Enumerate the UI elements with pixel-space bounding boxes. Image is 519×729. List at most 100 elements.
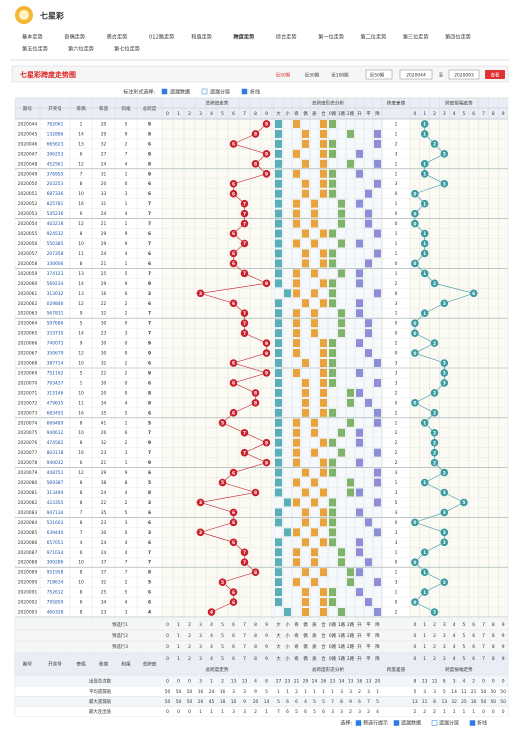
query-button-text[interactable]: 查看 (491, 72, 500, 79)
amp-line-ball (420, 199, 429, 208)
span-value: 7 (148, 430, 151, 436)
period-link[interactable]: 近100期 (331, 72, 349, 79)
cell: 0 (125, 380, 128, 386)
stats-value: 0 (188, 679, 191, 685)
footer-option[interactable]: 折线 (477, 720, 487, 727)
nav-tab[interactable]: 012路走势 (149, 33, 174, 41)
diff-value: 1 (395, 480, 398, 486)
nav-tab[interactable]: 第六位走势 (68, 45, 94, 53)
shape-header: 升 (357, 110, 362, 117)
option-label[interactable]: 折线 (250, 89, 260, 96)
nav-tab[interactable]: 跨度走势 (234, 33, 256, 41)
span-line-ball (196, 498, 205, 507)
amp-line-ball (440, 299, 449, 308)
option-label[interactable]: 遗漏数据 (170, 89, 190, 96)
nav-tab[interactable]: 综合走势 (276, 33, 297, 41)
shape-mark (356, 428, 363, 437)
checkbox[interactable] (393, 720, 400, 726)
nav-tab[interactable]: 质合走势 (107, 33, 128, 41)
shape-mark (302, 598, 309, 607)
diff-value: 2 (395, 610, 398, 616)
period-select[interactable] (365, 69, 393, 80)
footer-option[interactable]: 遗漏数据 (401, 720, 421, 727)
shape-mark (356, 508, 363, 517)
span-value: 8 (148, 131, 151, 137)
logo-text: 七星彩 (40, 11, 64, 21)
option-label[interactable]: 遗漏分层 (210, 89, 230, 96)
cell: 683455 (47, 410, 64, 416)
diff-value: 3 (395, 530, 398, 536)
amp-line-ball (430, 458, 439, 467)
amp-line-ball-label: 3 (443, 181, 446, 187)
span-line-ball (240, 269, 249, 278)
stats-value: 6 (322, 709, 325, 715)
stats-value: 1 (472, 709, 475, 715)
nav-tab[interactable]: 奇偶走势 (64, 33, 85, 41)
nav-tab[interactable]: 第二位走势 (360, 33, 386, 41)
shape-mark (365, 598, 372, 607)
cell: 20 (101, 181, 107, 187)
shape-mark (302, 129, 309, 138)
to-input-text[interactable]: 2020093 (454, 73, 474, 79)
footer-option[interactable]: 预选行提示 (363, 720, 388, 727)
span-value: 4 (148, 610, 151, 616)
nav-tab[interactable]: 第一位走势 (318, 33, 344, 41)
stats-value: 50 (187, 689, 193, 695)
nav-tab[interactable]: 第七位走势 (114, 45, 140, 53)
shape-header: 2路 (347, 621, 355, 628)
cell: 2020087 (18, 550, 38, 556)
digit-header: 5 (221, 111, 224, 117)
checkbox[interactable] (201, 88, 208, 95)
cell: 376955 (47, 171, 64, 177)
checkbox[interactable] (241, 88, 248, 95)
from-input[interactable] (399, 69, 433, 80)
shape-mark (356, 269, 363, 278)
shape-mark (329, 149, 336, 158)
shape-header: 2路 (347, 643, 355, 650)
nav-tab[interactable]: 第三位走势 (403, 33, 429, 41)
shape-mark (329, 349, 336, 358)
shape-header: 1路 (338, 110, 346, 117)
cell: 2020090 (18, 580, 38, 586)
stats-value: 3 (199, 679, 202, 685)
nav-tab[interactable]: 基本走势 (22, 33, 43, 41)
cell: 2020055 (18, 231, 38, 237)
cell: 13 (78, 271, 84, 277)
shape-mark (329, 538, 336, 547)
shape-mark (275, 219, 282, 228)
digit-header: 9 (265, 633, 268, 639)
diff-value: 3 (395, 580, 398, 586)
period-link[interactable]: 近50期 (276, 72, 291, 79)
digit-header: 1 (177, 622, 180, 628)
checkbox[interactable] (431, 720, 438, 726)
span-value: 6 (148, 361, 151, 367)
shape-mark (347, 159, 354, 168)
checkbox[interactable] (355, 720, 362, 726)
query-button[interactable] (485, 70, 505, 79)
period-link[interactable]: 近30期 (305, 72, 320, 79)
period-select-text[interactable]: 近50期 (370, 72, 385, 79)
cell: 8 (125, 480, 128, 486)
digit-header: 4 (453, 622, 456, 628)
digit-header: 7 (482, 622, 485, 628)
cell: 2020069 (18, 370, 38, 376)
from-input-text[interactable]: 2020044 (406, 73, 426, 79)
nav-tab[interactable]: 第五位走势 (22, 45, 48, 53)
checkbox[interactable] (161, 88, 168, 95)
group-header: 总跨度走势 (206, 666, 229, 673)
shape-mark (293, 548, 300, 557)
nav-tab[interactable]: 第四位走势 (445, 33, 471, 41)
shape-mark (275, 369, 282, 377)
shape-header: 平 (366, 644, 371, 650)
nav-tab[interactable]: 和值走势 (191, 33, 212, 41)
checkbox[interactable] (469, 720, 476, 726)
digit-header: 7 (243, 111, 246, 117)
shape-mark (275, 120, 282, 128)
shape-mark (311, 578, 318, 587)
to-input[interactable] (448, 69, 480, 80)
amp-line-ball (440, 150, 449, 158)
amp-line-ball (440, 488, 449, 497)
footer-option[interactable]: 遗漏分层 (439, 720, 459, 727)
shape-header: 大 (276, 621, 281, 628)
shape-mark (356, 169, 363, 178)
